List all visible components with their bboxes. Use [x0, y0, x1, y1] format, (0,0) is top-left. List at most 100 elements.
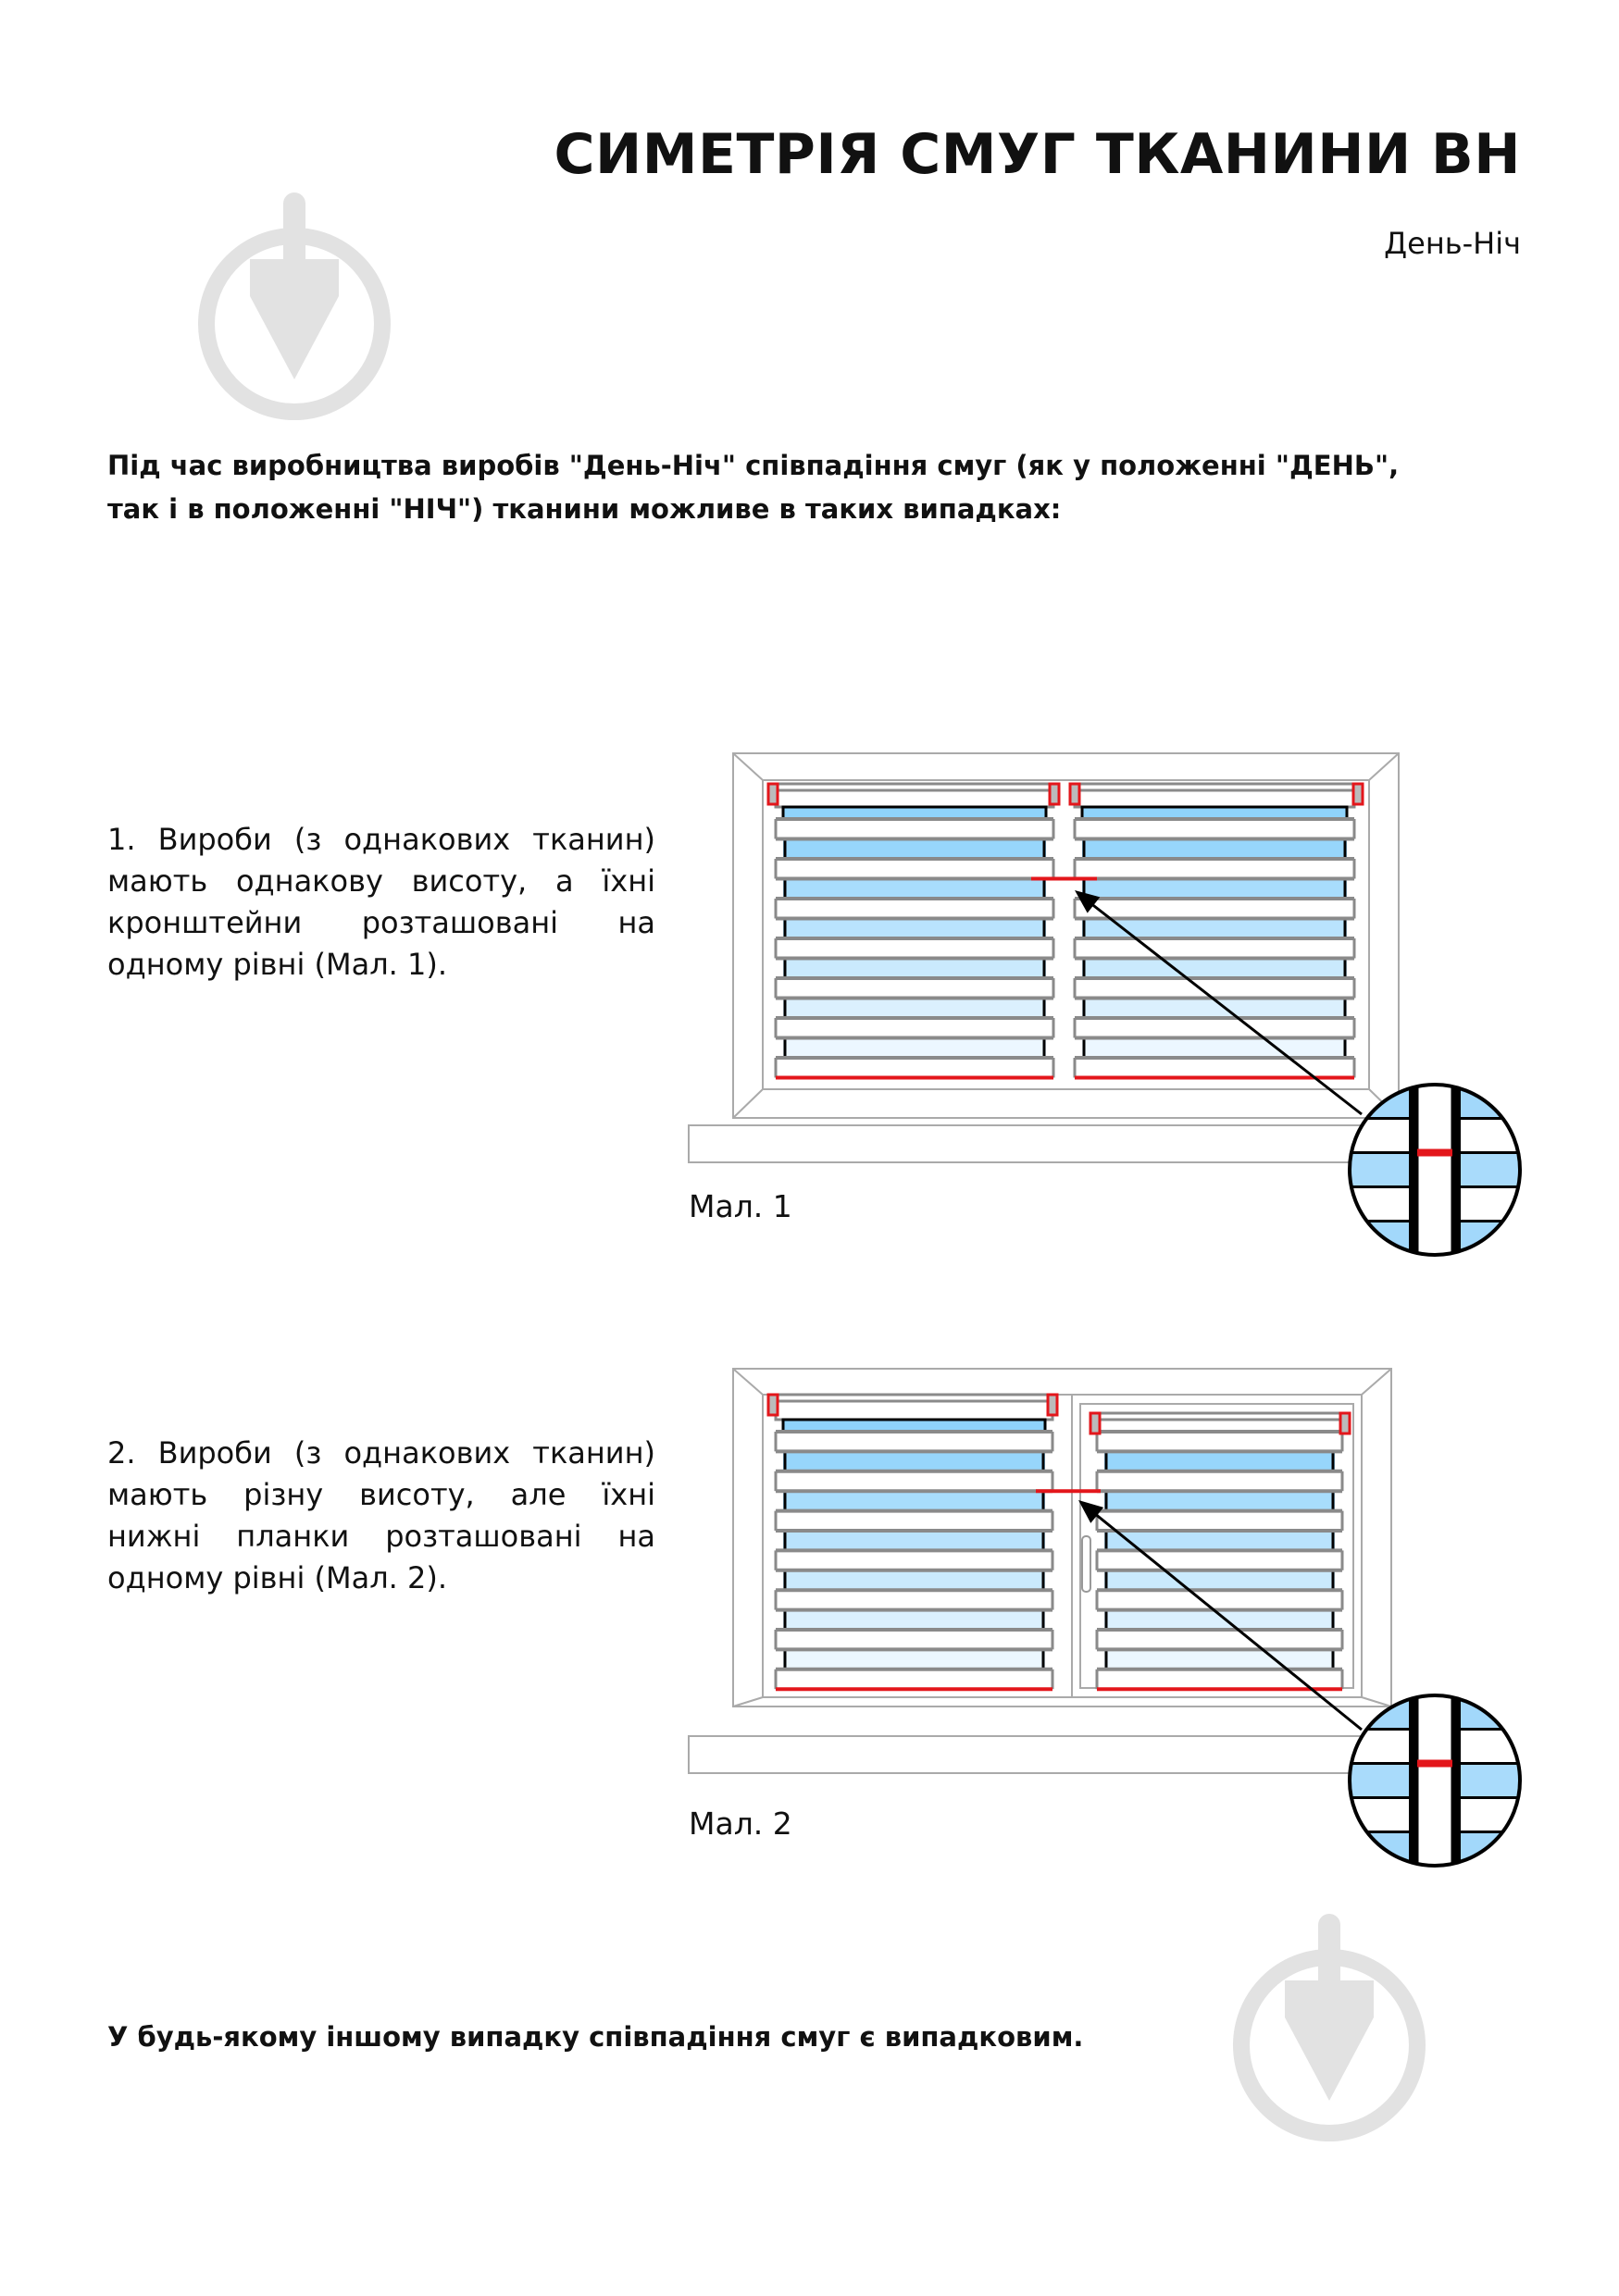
blind-opaque-stripe [776, 1432, 1052, 1452]
case-line: 2. Вироби (з однакових тканин) [107, 1435, 655, 1471]
blind-opaque-stripe [1075, 899, 1354, 919]
pointer-arrow [1089, 1508, 1363, 1731]
case-line: одному рівні (Мал. 1). [107, 947, 448, 982]
window-frame-outer [732, 1368, 1392, 1707]
magnifier-circle [1348, 1083, 1522, 1257]
blind-opaque-stripe [1075, 978, 1354, 999]
blind-sheer-stripe [783, 958, 1046, 978]
bracket-red [1048, 782, 1061, 806]
blind-cassette [774, 1393, 1054, 1421]
blind-opaque-stripe [776, 978, 1053, 999]
blind-sheer-stripe [783, 1451, 1045, 1471]
blind-sheer-stripe [1104, 1451, 1335, 1471]
blind-opaque-stripe [776, 1058, 1053, 1078]
blind-cassette [1095, 1411, 1344, 1433]
blind-opaque-stripe [1097, 1432, 1342, 1452]
lens-edge [1451, 1695, 1461, 1866]
frame-bevel [1361, 1696, 1392, 1707]
lens-edge [1409, 1695, 1418, 1866]
page-title: СИМЕТРІЯ СМУГ ТКАНИНИ ВН [554, 122, 1521, 187]
window-sash [1071, 1394, 1363, 1698]
blind-sheer-stripe [1082, 1037, 1347, 1058]
closing-note: У будь-якому іншому випадку співпадіння … [107, 2021, 1084, 2053]
blind-opaque-stripe [1097, 1550, 1342, 1570]
blind-cassette [1073, 782, 1356, 809]
blind-opaque-stripe [776, 859, 1053, 879]
arrow-head [1078, 1500, 1104, 1523]
case-line: нижні планки розташовані на [107, 1519, 655, 1554]
frame-bevel [1361, 1368, 1392, 1396]
blind-opaque-stripe [1097, 1669, 1342, 1690]
figure-2-caption: Мал. 2 [689, 1806, 792, 1842]
blind-sheer-stripe [783, 1609, 1045, 1630]
blind-opaque-stripe [1075, 859, 1354, 879]
blind-opaque-stripe [1075, 1058, 1354, 1078]
blind-sheer-stripe [783, 1570, 1045, 1591]
watermark-icon [198, 192, 391, 420]
window-handle [1081, 1535, 1091, 1593]
blind-sheer-stripe [1082, 918, 1347, 938]
intro-line: Під час виробництва виробів "День-Ніч" с… [107, 450, 1400, 481]
blind-opaque-stripe [1097, 1630, 1342, 1650]
lens-red-marker [1417, 1148, 1452, 1157]
case-line: мають різну висоту, але їхні [107, 1477, 655, 1512]
blind-opaque-stripe [776, 1510, 1052, 1531]
frame-bevel [732, 1696, 764, 1707]
window-sill [688, 1124, 1400, 1163]
blind-sheer-stripe [1104, 1649, 1335, 1669]
frame-bevel [1368, 752, 1400, 781]
blind-sheer-stripe [783, 1491, 1045, 1511]
lens-gap [1415, 1695, 1454, 1866]
pointer-arrow [1085, 898, 1363, 1116]
window-sill [688, 1735, 1392, 1774]
bracket-red [1068, 782, 1081, 806]
blind-sheer-stripe [783, 878, 1046, 899]
frame-bevel [732, 1368, 764, 1396]
blind-sheer-stripe [1082, 838, 1347, 859]
blind-opaque-stripe [1075, 938, 1354, 959]
frame-bevel [732, 1088, 764, 1119]
bracket-red [1351, 782, 1364, 806]
blind-opaque-stripe [776, 938, 1053, 959]
blind-opaque-stripe [1097, 1590, 1342, 1610]
blind-cassette [774, 782, 1055, 809]
blind-opaque-stripe [776, 1590, 1052, 1610]
lens-edge [1451, 1085, 1461, 1255]
case-line: 1. Вироби (з однакових тканин) [107, 822, 655, 857]
blind-opaque-stripe [776, 1630, 1052, 1650]
blind-opaque-stripe [776, 1018, 1053, 1038]
frame-bevel [732, 752, 764, 781]
figure-1-caption: Мал. 1 [689, 1188, 792, 1224]
blind-opaque-stripe [776, 1471, 1052, 1492]
blind-sheer-stripe [783, 918, 1046, 938]
blind-opaque-stripe [776, 1550, 1052, 1570]
blind-opaque-stripe [776, 899, 1053, 919]
bracket-red [766, 782, 779, 806]
case-line: мають однакову висоту, а їхні [107, 863, 655, 899]
blind-sheer-stripe [783, 1649, 1045, 1669]
blind-opaque-stripe [776, 819, 1053, 839]
blind-sheer-stripe [783, 1531, 1045, 1551]
blind-sheer-stripe [1082, 958, 1347, 978]
case-1-text: 1. Вироби (з однакових тканин) мають одн… [107, 819, 655, 986]
bracket-red [1046, 1393, 1059, 1417]
page-subtitle: День-Ніч [1384, 226, 1521, 261]
lens-red-marker [1417, 1759, 1452, 1768]
arrow-head [1075, 890, 1101, 913]
watermark-icon [1233, 1914, 1426, 2141]
blind-opaque-stripe [776, 1669, 1052, 1690]
blind-sheer-stripe [1104, 1609, 1335, 1630]
bracket-red [766, 1393, 779, 1417]
case-line: кронштейни розташовані на [107, 905, 655, 940]
blind-opaque-stripe [1097, 1471, 1342, 1492]
lens-gap [1415, 1085, 1454, 1255]
window-frame-inner [762, 779, 1370, 1090]
intro-line: так і в положенні "НІЧ") тканини можливе… [107, 493, 1062, 525]
case-line: одному рівні (Мал. 2). [107, 1560, 448, 1595]
blind-sheer-stripe [783, 838, 1046, 859]
blind-sheer-stripe [1104, 1570, 1335, 1591]
blind-sheer-stripe [1082, 998, 1347, 1018]
watermark-blade [250, 259, 339, 379]
watermark-blade [1285, 1980, 1374, 2101]
blind-sheer-stripe [1104, 1491, 1335, 1511]
